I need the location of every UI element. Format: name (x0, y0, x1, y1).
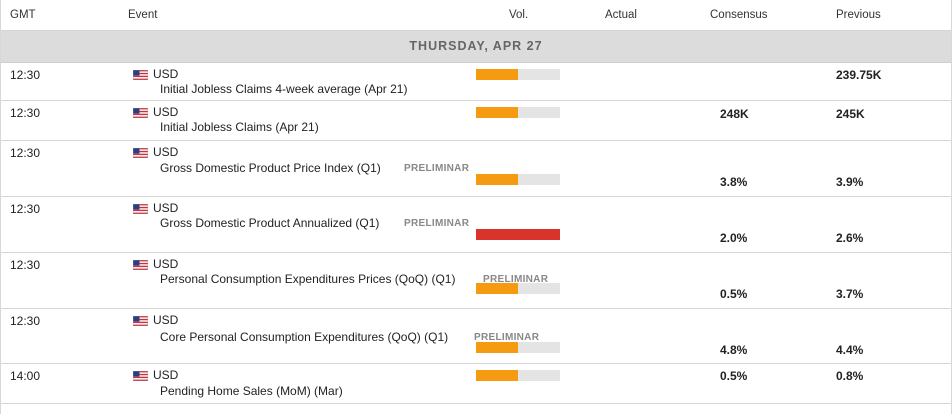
event-previous: 239.75K (836, 68, 882, 82)
event-consensus: 3.8% (720, 175, 748, 189)
event-time: 12:30 (10, 258, 41, 272)
event-currency: USD (153, 105, 179, 119)
event-row[interactable]: 14:00 USD Pending Home Sales (MoM) (Mar) 0.… (1, 364, 951, 404)
event-previous: 2.6% (836, 231, 864, 245)
event-time: 14:00 (10, 369, 41, 383)
event-consensus: 0.5% (720, 369, 748, 383)
event-row[interactable]: 12:30 USD Initial Jobless Claims 4-week av… (1, 63, 951, 101)
volatility-fill (476, 342, 518, 353)
day-separator: THURSDAY, APR 27 (1, 31, 951, 63)
event-previous: 3.9% (836, 175, 864, 189)
header-consensus[interactable]: Consensus (710, 9, 768, 21)
volatility-fill (476, 229, 560, 240)
event-tag: PRELIMINAR (474, 332, 540, 343)
event-tag: PRELIMINAR (404, 218, 470, 229)
event-list: 12:30 USD Initial Jobless Claims 4-week av… (1, 63, 951, 404)
volatility-bar (476, 342, 560, 353)
event-consensus: 248K (720, 107, 749, 121)
event-row[interactable]: 12:30 USD Gross Domestic Product Price Ind… (1, 141, 951, 197)
header-previous[interactable]: Previous (836, 9, 881, 21)
event-time: 12:30 (10, 146, 41, 160)
event-consensus: 0.5% (720, 287, 748, 301)
volatility-fill (476, 69, 518, 80)
volatility-bar (476, 174, 560, 185)
header-event[interactable]: Event (128, 9, 158, 21)
event-name[interactable]: Gross Domestic Product Price Index (Q1) (160, 161, 381, 175)
event-currency: USD (153, 257, 179, 271)
event-currency: USD (153, 368, 179, 382)
volatility-fill (476, 174, 518, 185)
event-name[interactable]: Gross Domestic Product Annualized (Q1) (160, 216, 380, 230)
event-name[interactable]: Initial Jobless Claims 4-week average (A… (160, 82, 408, 96)
event-row[interactable]: 12:30 USD Core Personal Consumption Expend… (1, 309, 951, 364)
us-flag-icon (132, 259, 149, 271)
event-consensus: 4.8% (720, 343, 748, 357)
event-row[interactable]: 12:30 USD Initial Jobless Claims (Apr 21) 2… (1, 101, 951, 141)
event-row[interactable]: 12:30 USD Gross Domestic Product Annualize… (1, 197, 951, 253)
us-flag-icon (132, 203, 149, 215)
volatility-fill (476, 370, 518, 381)
us-flag-icon (132, 147, 149, 159)
event-time: 12:30 (10, 68, 41, 82)
event-tag: PRELIMINAR (404, 163, 470, 174)
us-flag-icon (132, 69, 149, 81)
volatility-bar (476, 69, 560, 80)
event-previous: 3.7% (836, 287, 864, 301)
event-row[interactable]: 12:30 USD Personal Consumption Expenditure… (1, 253, 951, 309)
event-time: 12:30 (10, 106, 41, 120)
event-currency: USD (153, 313, 179, 327)
volatility-bar (476, 107, 560, 118)
event-tag: PRELIMINAR (483, 274, 549, 285)
volatility-bar (476, 370, 560, 381)
header-vol[interactable]: Vol. (509, 9, 529, 21)
us-flag-icon (132, 315, 149, 327)
us-flag-icon (132, 370, 149, 382)
event-name[interactable]: Personal Consumption Expenditures Prices… (160, 272, 456, 286)
event-previous: 245K (836, 107, 865, 121)
us-flag-icon (132, 107, 149, 119)
volatility-bar (476, 229, 560, 240)
event-name[interactable]: Pending Home Sales (MoM) (Mar) (160, 384, 343, 398)
event-previous: 4.4% (836, 343, 864, 357)
event-currency: USD (153, 67, 179, 81)
event-currency: USD (153, 201, 179, 215)
header-gmt[interactable]: GMT (10, 9, 36, 21)
event-name[interactable]: Core Personal Consumption Expenditures (… (160, 330, 449, 344)
event-time: 12:30 (10, 314, 41, 328)
volatility-bar (476, 283, 560, 294)
volatility-fill (476, 283, 518, 294)
event-name[interactable]: Initial Jobless Claims (Apr 21) (160, 120, 319, 134)
volatility-fill (476, 107, 518, 118)
event-previous: 0.8% (836, 369, 864, 383)
event-time: 12:30 (10, 202, 41, 216)
header-actual[interactable]: Actual (605, 9, 637, 21)
calendar-header: GMT Event Vol. Actual Consensus Previous (1, 0, 951, 31)
event-currency: USD (153, 145, 179, 159)
event-consensus: 2.0% (720, 231, 748, 245)
